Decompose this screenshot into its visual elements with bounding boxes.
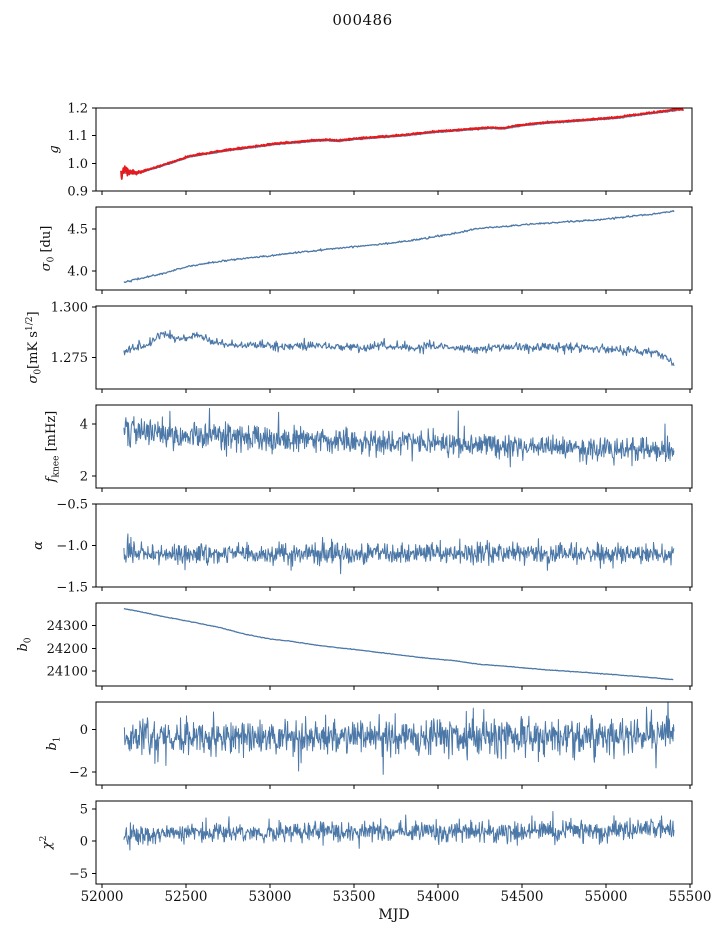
f-knee-line	[123, 407, 675, 468]
y-axis-label-sigma0-mks: σ0[mK s1/2]	[25, 311, 44, 383]
y-tick-label: 24300	[47, 619, 88, 634]
panel-f-knee: 2 4 fknee [mHz]	[44, 404, 693, 492]
x-tick-label: 55000	[585, 889, 628, 905]
axes-box-alpha	[95, 503, 693, 588]
x-tick-label: 53000	[249, 889, 292, 905]
y-tick-label: 0.9	[67, 185, 88, 200]
panel-sigma0-mks: 1.275 1.300 σ0[mK s1/2]	[25, 301, 693, 393]
x-tick-label: 54500	[501, 889, 544, 905]
y-axis-label-b0: b0	[16, 637, 34, 651]
g-data	[120, 108, 685, 180]
y-tick-label: 4.0	[67, 265, 88, 280]
y-tick-label: 4.5	[67, 223, 88, 238]
y-tick-label: −1.0	[56, 539, 88, 554]
y-axis-label-f-knee: fknee [mHz]	[44, 411, 62, 484]
y-axis-label-chi2: χ2	[39, 836, 55, 851]
x-tick-label: 54000	[417, 889, 460, 905]
panel-sigma0-du: 4.0 4.5 σ0 [du]	[39, 206, 693, 294]
axes-box-chi2	[95, 800, 693, 885]
x-tick-label: 53500	[333, 889, 376, 905]
x-tick-label: 52500	[165, 889, 208, 905]
y-tick-label: 24200	[47, 642, 88, 657]
y-tick-label: −2	[69, 765, 88, 780]
y-tick-label: −1.5	[56, 581, 88, 596]
axes-box-b1	[95, 701, 693, 786]
y-tick-label: 4	[80, 417, 88, 432]
x-axis-label: MJD	[378, 907, 410, 923]
axes-box-f-knee	[95, 404, 693, 489]
y-tick-label: 1.2	[67, 102, 88, 117]
y-axis-label-alpha: α	[31, 541, 46, 550]
y-tick-label: 1.300	[51, 301, 88, 316]
panel-b1: −2 0 b1	[45, 701, 693, 789]
y-axis-label-b1: b1	[45, 736, 63, 750]
alpha-line	[123, 533, 675, 575]
panel-chi2: −5 0 5 χ2 52000 52500 53000 53500 54000 54500 5500…	[39, 800, 712, 905]
b0-line	[123, 607, 674, 681]
axes-box-b0	[95, 602, 693, 687]
figure-title: 000486	[332, 11, 393, 29]
y-tick-label: 0	[80, 835, 88, 850]
y-tick-label: 1.1	[67, 129, 88, 144]
chi2-line	[123, 810, 675, 851]
y-axis-label-sigma0-du: σ0 [du]	[39, 226, 57, 272]
axes-box-g	[95, 107, 693, 192]
x-tick-label: 52000	[81, 889, 124, 905]
panel-alpha: −0.5 −1.0 −1.5 α	[31, 498, 693, 596]
y-tick-label: −5	[69, 867, 88, 882]
y-tick-label: 24100	[47, 665, 88, 680]
sigma0-du-line	[123, 210, 675, 284]
x-tick-label: 55500	[669, 889, 712, 905]
y-tick-label: 2	[80, 470, 88, 485]
y-tick-label: 1.275	[51, 351, 88, 366]
axes-box-sigma0-du	[95, 206, 693, 291]
y-tick-label: 0	[80, 723, 88, 738]
panel-b0: 24100 24200 24300 b0	[16, 602, 693, 690]
b1-line	[123, 702, 675, 775]
y-tick-label: 5	[80, 802, 88, 817]
y-tick-label: 1.0	[67, 157, 88, 172]
y-tick-label: −0.5	[56, 498, 88, 513]
axes-box-sigma0-mks	[95, 305, 693, 390]
panel-g: 0.9 1.0 1.1 1.2 g	[47, 102, 693, 200]
sigma0-mks-line	[123, 329, 675, 367]
y-axis-label-g: g	[47, 145, 62, 153]
